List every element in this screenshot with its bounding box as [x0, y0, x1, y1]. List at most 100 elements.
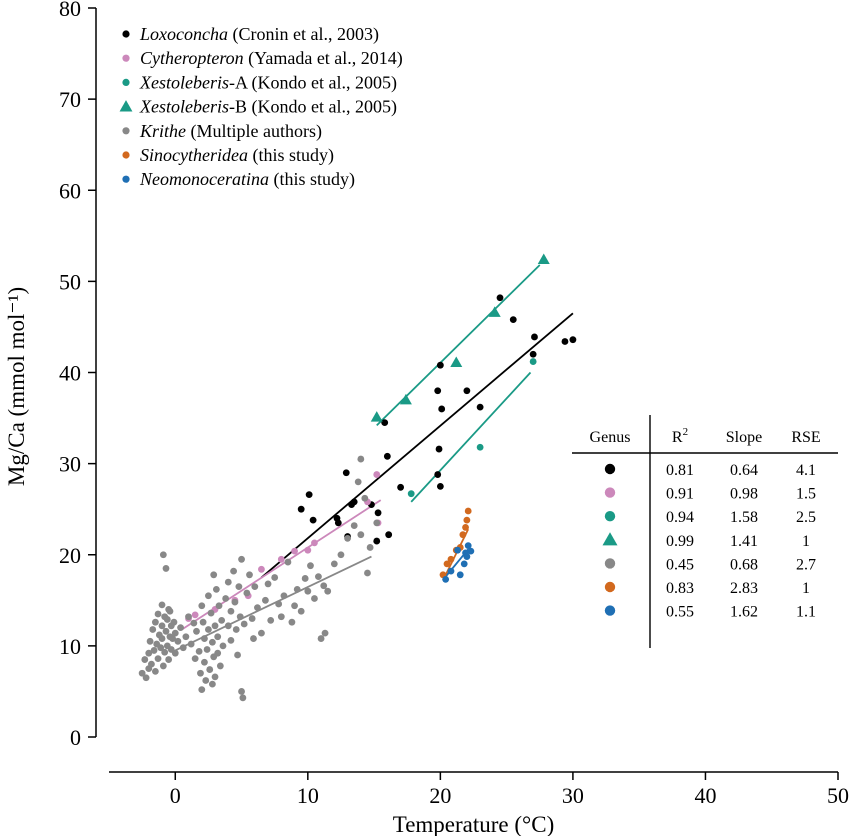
point-series-4 [288, 618, 296, 626]
point-series-6 [456, 571, 464, 579]
point-series-2 [407, 490, 415, 498]
point-series-4 [177, 624, 184, 632]
point-series-4 [148, 660, 155, 668]
point-series-4 [211, 673, 219, 681]
point-series-0 [297, 505, 305, 513]
point-series-4 [227, 607, 235, 615]
y-tick-label: 10 [59, 634, 81, 659]
point-series-4 [159, 662, 167, 670]
point-series-0 [436, 361, 444, 369]
table-cell: 1 [802, 533, 810, 550]
point-series-4 [214, 633, 222, 641]
point-series-4 [146, 637, 154, 645]
table-cell: 0.83 [666, 580, 694, 597]
point-series-4 [163, 616, 171, 623]
point-series-4 [277, 613, 285, 621]
point-series-4 [350, 522, 358, 529]
data-points [138, 253, 577, 702]
point-series-4 [211, 622, 219, 630]
point-series-4 [214, 649, 222, 657]
point-series-4 [206, 666, 214, 673]
point-series-0 [436, 483, 444, 490]
point-series-4 [145, 649, 153, 657]
point-series-0 [561, 338, 569, 345]
point-series-4 [207, 609, 215, 617]
point-series-4 [198, 686, 206, 694]
table-cell: 2.83 [730, 580, 758, 597]
table-cell: 0.94 [666, 509, 694, 526]
point-series-4 [154, 655, 162, 663]
point-series-4 [158, 622, 166, 630]
table-cell: 0.91 [666, 486, 694, 503]
legend-entry: Xestoleberis-B (Kondo et al., 2005) [139, 97, 397, 118]
point-series-0 [569, 336, 577, 344]
point-series-4 [150, 647, 158, 654]
x-tick-label: 30 [562, 783, 584, 808]
point-series-5 [464, 507, 472, 515]
point-series-4 [222, 595, 230, 602]
x-tick-label: 40 [694, 783, 716, 808]
table-cell: 1.5 [796, 486, 816, 503]
point-series-4 [157, 644, 165, 652]
point-series-4 [201, 658, 208, 666]
point-series-4 [373, 519, 381, 527]
legend-entry: Cytheropteron (Yamada et al., 2014) [140, 48, 403, 69]
table-row-marker [602, 532, 618, 546]
point-series-4 [162, 627, 170, 635]
point-series-4 [320, 582, 328, 590]
table-header: RSE [791, 429, 820, 446]
point-series-4 [280, 592, 288, 600]
point-series-4 [361, 494, 369, 502]
legend-entry: Krithe (Multiple authors) [139, 121, 322, 142]
point-series-4 [284, 558, 292, 566]
point-series-1 [311, 539, 318, 547]
point-series-4 [344, 534, 351, 542]
legend-marker [122, 54, 130, 62]
point-series-4 [254, 604, 261, 612]
fit-line-0 [260, 312, 574, 579]
table-cell: 0.68 [730, 556, 758, 573]
legend-entry: Xestoleberis-A (Kondo et al., 2005) [139, 72, 397, 93]
y-tick-label: 20 [59, 543, 81, 568]
legend-entry: Sinocytheridea (this study) [140, 145, 334, 166]
table-cell: 1.58 [730, 509, 758, 526]
fit-line-3 [376, 264, 541, 426]
y-tick-label: 70 [59, 87, 81, 112]
point-series-5 [443, 560, 451, 568]
point-series-4 [304, 587, 312, 595]
point-series-4 [151, 667, 159, 675]
point-series-0 [509, 316, 517, 324]
table-cell: 1.62 [730, 604, 758, 621]
point-series-0 [350, 498, 358, 506]
point-series-6 [442, 575, 450, 583]
point-series-4 [141, 656, 149, 663]
point-series-4 [271, 574, 279, 581]
point-series-4 [142, 674, 150, 682]
point-series-4 [267, 616, 275, 624]
point-series-2 [529, 358, 537, 365]
x-tick-label: 20 [429, 783, 451, 808]
table-cell: 0.99 [666, 533, 694, 550]
y-tick-label: 80 [59, 0, 81, 21]
y-axis-label: Mg/Ca (mmol mol⁻¹) [4, 287, 29, 486]
point-series-0 [434, 471, 442, 478]
point-series-4 [324, 587, 332, 595]
point-series-4 [202, 677, 210, 684]
point-series-4 [262, 596, 269, 604]
point-series-3 [450, 356, 463, 367]
stats-table: Genus R2 Slope RSE 0.81 0.64 4.1 0.91 0.98 1.5 0.9… [572, 415, 838, 648]
point-series-0 [463, 387, 471, 395]
point-series-4 [171, 649, 179, 657]
table-row-marker [604, 581, 616, 593]
point-series-6 [447, 567, 455, 575]
point-series-4 [297, 607, 305, 615]
point-series-4 [258, 629, 265, 637]
table-cell: 1.41 [730, 533, 758, 550]
x-tick-label: 0 [170, 783, 181, 808]
point-series-4 [191, 655, 199, 663]
table-header: Slope [726, 429, 762, 446]
point-series-5 [459, 531, 467, 539]
point-series-0 [334, 519, 342, 527]
point-series-4 [154, 610, 162, 618]
point-series-4 [205, 626, 212, 633]
